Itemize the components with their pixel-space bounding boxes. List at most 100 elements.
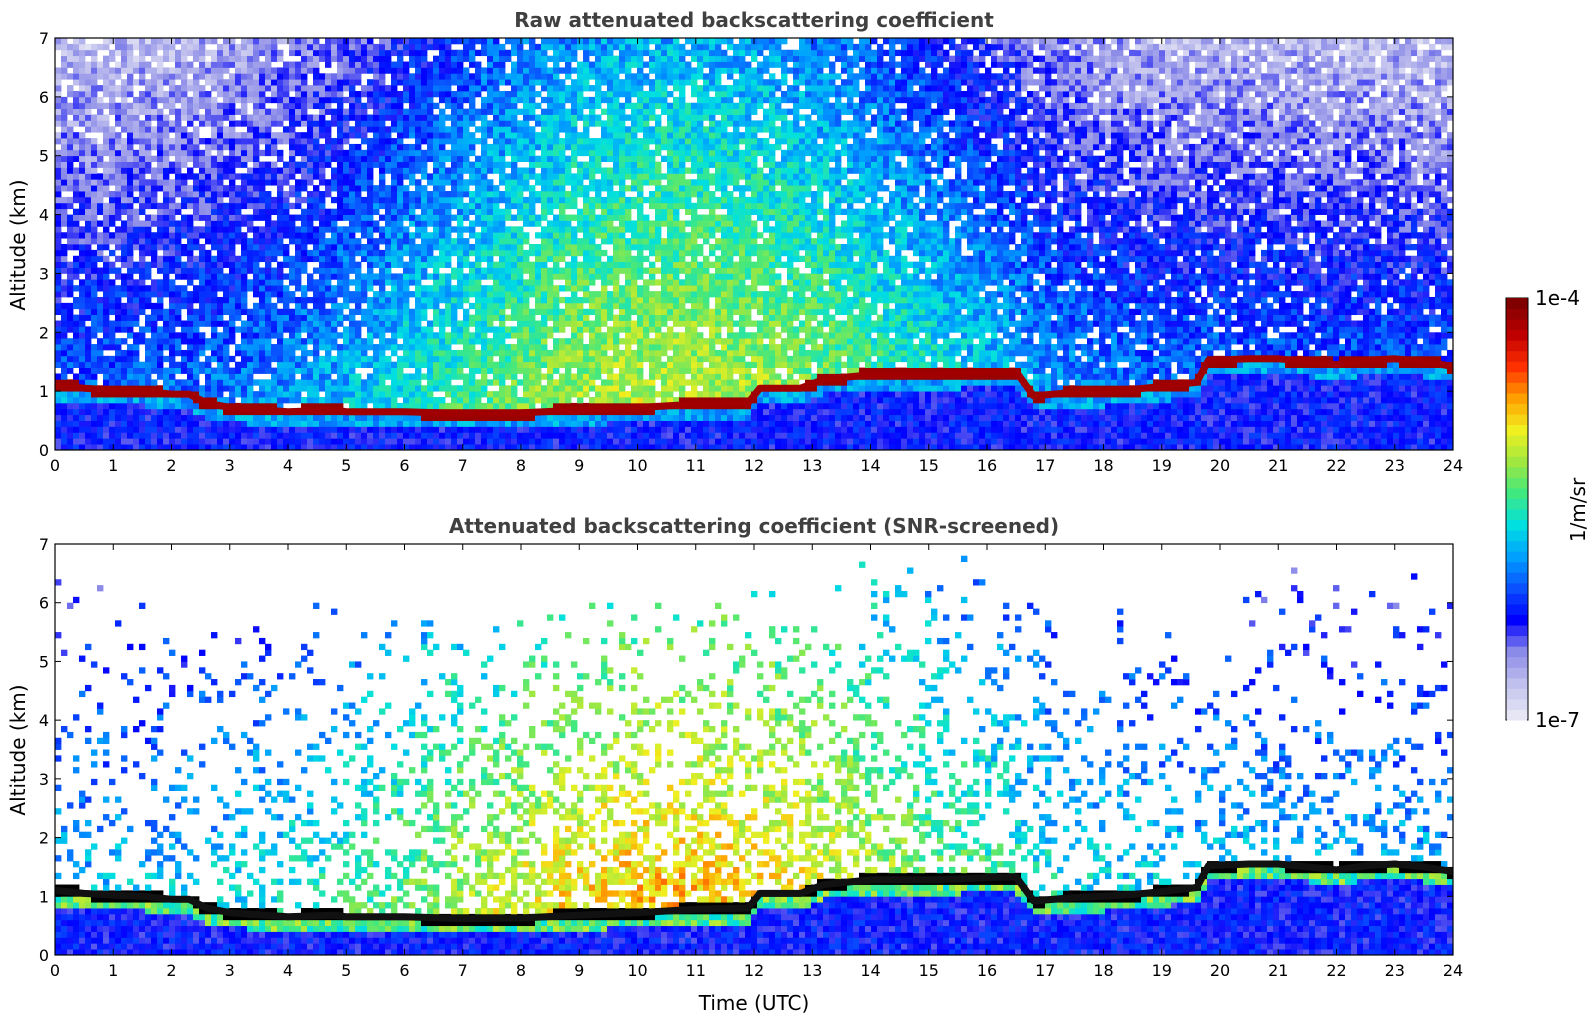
heatmap-cell xyxy=(355,355,362,363)
heatmap-cell xyxy=(301,108,308,115)
heatmap-cell xyxy=(397,49,404,57)
heatmap-cell xyxy=(223,208,230,215)
heatmap-cell xyxy=(409,191,416,198)
heatmap-cell xyxy=(55,90,62,98)
heatmap-cell xyxy=(145,285,152,292)
heatmap-cell xyxy=(229,426,236,433)
heatmap-cell xyxy=(211,426,218,433)
heatmap-cell xyxy=(337,432,344,439)
heatmap-cell xyxy=(421,55,428,62)
heatmap-cell xyxy=(283,226,290,233)
heatmap-cell xyxy=(391,214,398,221)
heatmap-cell xyxy=(73,432,80,439)
heatmap-cell xyxy=(367,426,374,433)
heatmap-cell xyxy=(241,138,248,145)
heatmap-cell xyxy=(259,43,266,51)
heatmap-cell xyxy=(145,226,152,233)
heatmap-cell xyxy=(61,38,68,45)
heatmap-cell xyxy=(379,397,386,404)
heatmap-cell xyxy=(307,85,314,92)
heatmap-cell xyxy=(391,255,398,263)
heatmap-cell xyxy=(127,326,134,333)
heatmap-cell xyxy=(55,120,62,127)
heatmap-cell xyxy=(199,120,206,127)
heatmap-cell xyxy=(175,38,182,45)
heatmap-cell xyxy=(379,249,386,257)
heatmap-cell xyxy=(67,420,74,427)
heatmap-cell xyxy=(271,73,278,80)
heatmap-cell xyxy=(367,438,374,445)
heatmap-cell xyxy=(265,161,272,168)
heatmap-cell xyxy=(271,438,278,445)
heatmap-cell xyxy=(247,444,254,451)
heatmap-cell xyxy=(91,397,98,404)
heatmap-cell xyxy=(445,79,452,86)
heatmap-cell xyxy=(55,373,62,380)
heatmap-cell xyxy=(439,326,446,333)
heatmap-cell xyxy=(241,238,248,245)
heatmap-cell xyxy=(283,196,290,204)
heatmap-cell xyxy=(373,208,380,215)
heatmap-cell xyxy=(73,244,80,251)
heatmap-cell xyxy=(259,349,266,357)
heatmap-cell xyxy=(175,244,182,251)
heatmap-cell xyxy=(403,296,410,304)
heatmap-cell xyxy=(517,244,524,251)
heatmap-cell xyxy=(355,226,362,233)
heatmap-cell xyxy=(307,126,314,133)
heatmap-cell xyxy=(469,344,476,351)
heatmap-cell xyxy=(79,185,86,192)
heatmap-cell xyxy=(343,361,350,368)
heatmap-cell xyxy=(307,191,314,198)
heatmap-cell xyxy=(289,344,296,351)
heatmap-cell xyxy=(283,108,290,115)
heatmap-cell xyxy=(499,432,506,439)
heatmap-cell xyxy=(187,173,194,180)
heatmap-cell xyxy=(511,397,518,404)
heatmap-cell xyxy=(205,73,212,80)
heatmap-cell xyxy=(295,132,302,139)
heatmap-cell xyxy=(91,179,98,186)
heatmap-cell xyxy=(121,85,128,92)
heatmap-cell xyxy=(523,314,530,321)
heatmap-cell xyxy=(193,332,200,339)
heatmap-cell xyxy=(373,161,380,168)
heatmap-cell xyxy=(403,67,410,74)
heatmap-cell xyxy=(403,185,410,192)
heatmap-cell xyxy=(379,214,386,221)
heatmap-cell xyxy=(379,67,386,74)
heatmap-cell xyxy=(391,285,398,292)
heatmap-cell xyxy=(451,444,458,451)
heatmap-cell xyxy=(331,96,338,104)
heatmap-cell xyxy=(415,285,422,292)
heatmap-cell xyxy=(121,349,128,357)
heatmap-cell xyxy=(229,432,236,439)
heatmap-cell xyxy=(511,73,518,80)
heatmap-cell xyxy=(427,191,434,198)
heatmap-cell xyxy=(169,55,176,62)
heatmap-cell xyxy=(163,79,170,86)
heatmap-cell xyxy=(343,355,350,363)
heatmap-cell xyxy=(115,191,122,198)
heatmap-cell xyxy=(427,349,434,357)
heatmap-cell xyxy=(517,38,524,45)
heatmap-cell xyxy=(205,385,212,392)
heatmap-cell xyxy=(289,214,296,221)
heatmap-cell xyxy=(373,385,380,392)
heatmap-cell xyxy=(319,402,326,410)
heatmap-cell xyxy=(499,367,506,374)
raw-backscatter-panel: Raw attenuated backscattering coefficien… xyxy=(6,8,1463,475)
heatmap-cell xyxy=(109,202,116,210)
heatmap-cell xyxy=(127,196,134,204)
heatmap-cell xyxy=(379,108,386,115)
heatmap-cell xyxy=(205,344,212,351)
heatmap-cell xyxy=(439,196,446,204)
heatmap-cell xyxy=(517,420,524,427)
heatmap-cell xyxy=(223,85,230,92)
heatmap-cell xyxy=(217,132,224,139)
heatmap-cell xyxy=(199,49,206,57)
heatmap-cell xyxy=(169,191,176,198)
heatmap-cell xyxy=(127,67,134,74)
heatmap-cell xyxy=(109,426,116,433)
heatmap-cell xyxy=(397,143,404,151)
